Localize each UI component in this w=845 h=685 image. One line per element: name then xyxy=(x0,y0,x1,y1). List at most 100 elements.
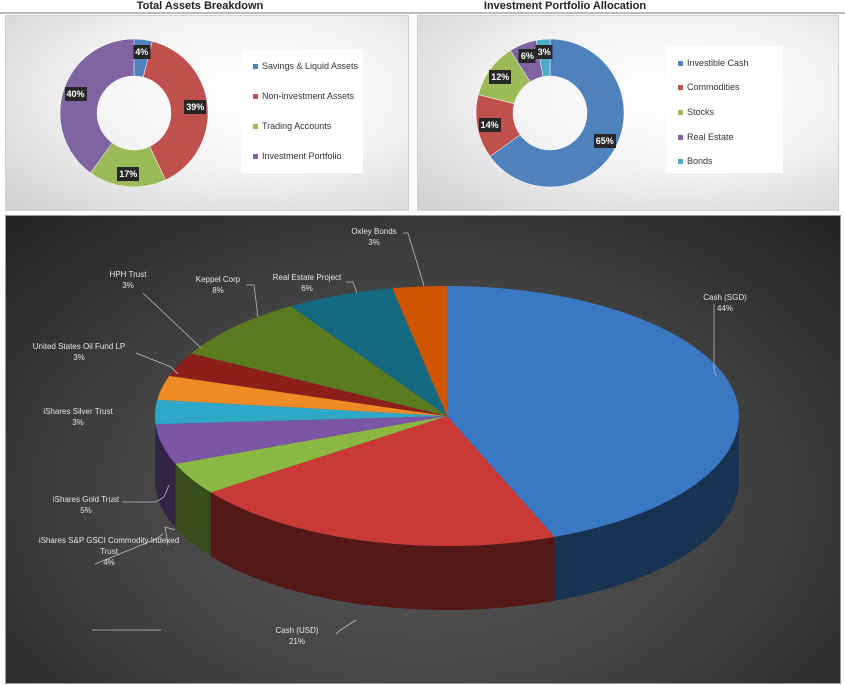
label-cash-sgd: Cash (SGD) 44% xyxy=(703,292,747,314)
leader-line xyxy=(142,292,202,349)
label-value: 3% xyxy=(72,418,84,427)
label-cash-usd: Cash (USD) 21% xyxy=(275,625,318,647)
legend-label: Trading Accounts xyxy=(262,121,332,131)
label-name: Cash (SGD) xyxy=(703,293,747,302)
legend-swatch xyxy=(678,85,683,91)
legend-item: Stocks xyxy=(678,107,714,117)
donut2-title: Investment Portfolio Allocation xyxy=(483,0,647,12)
legend-label: Investment Portfolio xyxy=(262,151,342,161)
label-uso: United States Oil Fund LP 3% xyxy=(33,341,126,363)
leader-line xyxy=(713,304,717,377)
leader-line xyxy=(246,284,259,318)
legend-label: Stocks xyxy=(687,107,715,117)
legend-swatch xyxy=(678,110,683,116)
legend-label: Investible Cash xyxy=(687,58,749,68)
data-label: 65% xyxy=(593,133,616,148)
donut-slice xyxy=(59,38,135,174)
legend-item: Non-investment Assets xyxy=(253,91,354,101)
label-name: HPH Trust xyxy=(109,270,147,279)
label-value: 4% xyxy=(103,558,115,567)
label-hph: HPH Trust 3% xyxy=(110,269,147,291)
pie-slice xyxy=(155,399,447,425)
label-value: 8% xyxy=(212,286,224,295)
legend-swatch xyxy=(253,154,258,160)
data-label: 4% xyxy=(133,44,151,59)
label-name: United States Oil Fund LP xyxy=(32,342,126,351)
legend-item: Trading Accounts xyxy=(253,121,331,131)
donut-slice xyxy=(489,38,625,188)
legend-item: Bonds xyxy=(678,156,713,166)
data-label: 39% xyxy=(184,100,207,115)
data-label: 3% xyxy=(535,44,553,59)
label-gsci: iShares S&P GSCI Commodity Indexed Trust… xyxy=(34,535,184,568)
legend-swatch xyxy=(253,124,258,130)
leader-line xyxy=(164,526,176,546)
label-oxley: Oxley Bonds 3% xyxy=(351,226,396,248)
pie-slice xyxy=(175,416,448,493)
label-gold: iShares Gold Trust 5% xyxy=(53,494,119,516)
leader-line xyxy=(122,484,170,503)
legend-swatch xyxy=(678,159,683,165)
donut-slice xyxy=(142,41,209,181)
legend-label: Real Estate xyxy=(687,132,734,142)
legend-label: Savings & Liquid Assets xyxy=(262,61,359,71)
legend-item: Real Estate xyxy=(678,132,734,142)
total-assets-chart: Savings & Liquid Assets Non-investment A… xyxy=(5,15,409,211)
label-value: 3% xyxy=(368,238,380,247)
leader-line xyxy=(335,619,357,635)
legend-label: Bonds xyxy=(687,156,713,166)
legend-item: Savings & Liquid Assets xyxy=(253,61,358,71)
label-real-estate: Real Estate Project 6% xyxy=(273,272,341,294)
donut1-title: Total Assets Breakdown xyxy=(136,0,264,12)
leader-line xyxy=(403,232,425,287)
label-value: 44% xyxy=(716,304,733,313)
label-value: 5% xyxy=(80,506,92,515)
label-name: iShares Gold Trust xyxy=(52,495,120,504)
legend-swatch xyxy=(678,135,683,141)
leader-line xyxy=(94,533,164,565)
pie-slice xyxy=(169,353,447,416)
legend-swatch xyxy=(253,64,258,70)
pie-slice-side xyxy=(210,492,555,610)
label-silver: iShares Silver Trust 3% xyxy=(43,406,112,428)
donut2-svg xyxy=(475,38,625,188)
legend-label: Non-investment Assets xyxy=(262,91,355,101)
label-name: iShares Silver Trust xyxy=(43,407,113,416)
data-label: 17% xyxy=(117,167,140,182)
divider xyxy=(0,12,845,14)
data-label: 6% xyxy=(518,48,536,63)
label-value: 6% xyxy=(301,284,313,293)
leader-line xyxy=(346,281,358,294)
label-value: 3% xyxy=(122,281,134,290)
pie-slice xyxy=(210,416,555,546)
data-label: 14% xyxy=(478,117,501,132)
pie3d-svg xyxy=(92,232,739,635)
pie-slice-side xyxy=(155,416,156,489)
pie-slice xyxy=(392,286,447,416)
label-name: Real Estate Project xyxy=(272,273,342,282)
pie-slice xyxy=(290,288,447,416)
legend-swatch xyxy=(678,61,683,67)
leader-lines xyxy=(92,232,717,635)
label-name: Oxley Bonds xyxy=(351,227,397,236)
data-label: 40% xyxy=(64,86,87,101)
data-label: 12% xyxy=(489,69,512,84)
pie-slice-side xyxy=(155,424,176,528)
holdings-3d-pie-chart: Cash (SGD) 44% Cash (USD) 21% iShares S&P … xyxy=(5,215,841,684)
label-keppel: Keppel Corp 8% xyxy=(196,274,240,296)
label-name: Cash (USD) xyxy=(275,626,319,635)
donut1-legend: Savings & Liquid Assets Non-investment A… xyxy=(241,49,363,173)
legend-item: Investible Cash xyxy=(678,58,749,68)
label-value: 21% xyxy=(288,637,305,646)
label-name: Keppel Corp xyxy=(195,275,241,284)
leader-line xyxy=(135,352,179,375)
label-value: 3% xyxy=(73,353,85,362)
legend-item: Investment Portfolio xyxy=(253,151,342,161)
pie-slice xyxy=(155,416,447,464)
pie-slice xyxy=(157,375,448,416)
pie-slice xyxy=(447,286,739,537)
legend-label: Commodities xyxy=(687,82,740,92)
pie-slice-side xyxy=(175,463,211,557)
donut2-legend: Investible Cash Commodities Stocks Real … xyxy=(666,46,783,173)
label-name: iShares S&P GSCI Commodity Indexed Trust xyxy=(38,536,180,556)
